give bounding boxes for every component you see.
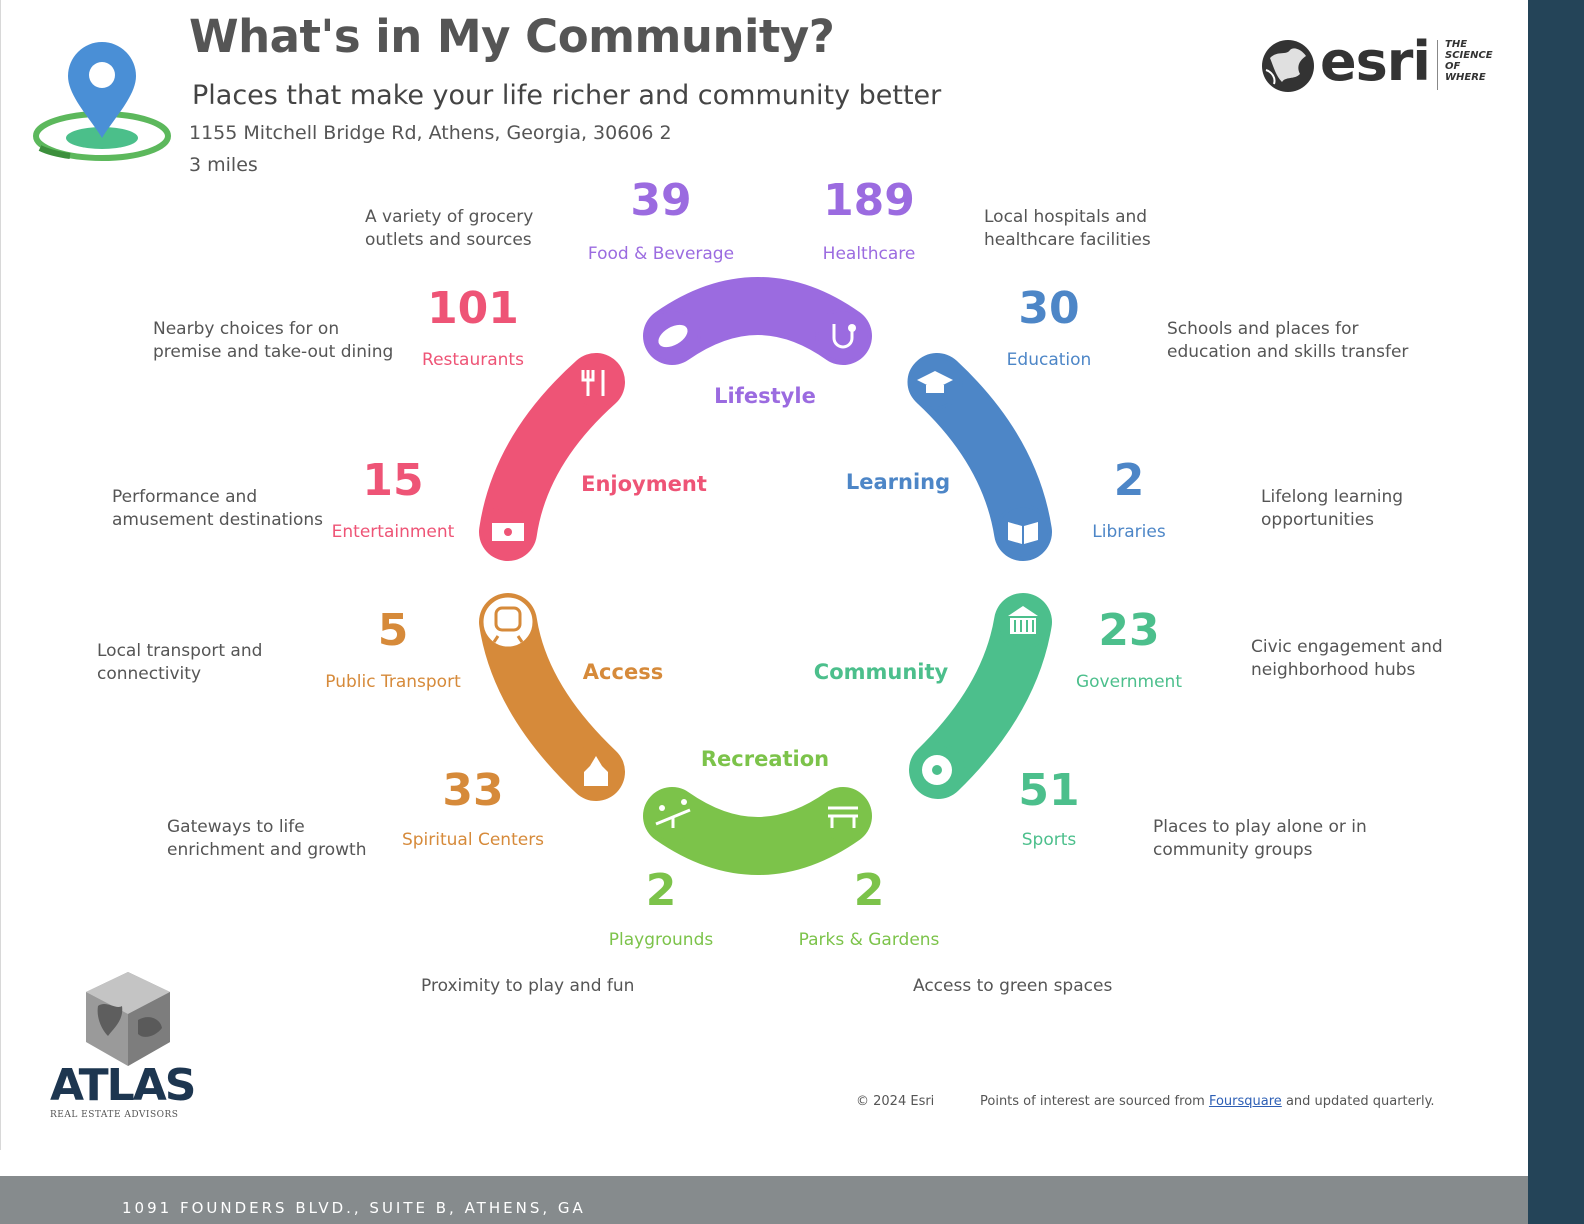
sports-count: 51 [1018, 765, 1080, 816]
stethoscope-icon [815, 308, 871, 364]
restaurants-count: 101 [427, 283, 519, 334]
seesaw-icon [645, 788, 701, 844]
libraries-label: Libraries [1092, 522, 1166, 542]
train-icon [480, 594, 536, 650]
parks-label: Parks & Gardens [798, 930, 940, 950]
entertainment-desc: Performance and amusement destinations [112, 487, 324, 530]
parks-desc: Access to green spaces [913, 976, 1113, 996]
parks-count: 2 [853, 865, 885, 916]
right-sidebar-band [1528, 0, 1584, 1224]
page-title: What's in My Community? [189, 10, 835, 63]
spiritual-count: 33 [442, 765, 504, 816]
government-building-icon [995, 594, 1051, 650]
group-learning: Learning [845, 470, 951, 494]
page-subtitle: Places that make your life richer and co… [192, 80, 942, 111]
food-label: Food & Beverage [587, 244, 735, 264]
group-access: Access [582, 660, 664, 684]
libraries-count: 2 [1113, 455, 1145, 506]
address-text: 1155 Mitchell Bridge Rd, Athens, Georgia… [189, 122, 672, 144]
esri-separator [1437, 40, 1438, 90]
healthcare-desc: Local hospitals and healthcare facilities [984, 207, 1151, 250]
footer-bar [0, 1176, 1528, 1224]
food-desc: A variety of grocery outlets and sources [365, 207, 534, 250]
graduation-cap-icon [907, 354, 963, 410]
transport-label: Public Transport [325, 672, 461, 692]
education-label: Education [1006, 350, 1092, 370]
education-desc: Schools and places for education and skil… [1167, 319, 1409, 362]
source-note: Points of interest are sourced from Four… [980, 1094, 1435, 1109]
healthcare-count: 189 [823, 175, 915, 226]
group-recreation: Recreation [700, 747, 830, 771]
spiritual-desc: Gateways to life enrichment and growth [167, 817, 367, 860]
government-desc: Civic engagement and neighborhood hubs [1251, 637, 1443, 680]
foursquare-link[interactable]: Foursquare [1208, 1094, 1282, 1109]
restaurants-desc: Nearby choices for on premise and take-ou… [153, 319, 394, 362]
fork-knife-icon [568, 354, 624, 410]
sports-label: Sports [1021, 830, 1077, 850]
esri-tagline: THE SCIENCE OF WHERE [1445, 39, 1493, 83]
atlas-wordmark: ATLAS [50, 1060, 196, 1111]
playgrounds-count: 2 [645, 865, 677, 916]
entertainment-count: 15 [362, 455, 424, 506]
group-community: Community [813, 660, 949, 684]
footer-address: 1091 FOUNDERS BLVD., SUITE B, ATHENS, GA [122, 1199, 586, 1217]
ticket-icon [480, 504, 536, 560]
transport-count: 5 [377, 605, 409, 656]
libraries-desc: Lifelong learning opportunities [1261, 487, 1404, 530]
transport-desc: Local transport and connectivity [97, 641, 263, 684]
playgrounds-desc: Proximity to play and fun [421, 976, 635, 996]
food-count: 39 [630, 175, 692, 226]
bench-icon [815, 788, 871, 844]
spiritual-label: Spiritual Centers [401, 830, 545, 850]
page-left-border [0, 0, 1, 1150]
government-count: 23 [1098, 605, 1160, 656]
entertainment-label: Entertainment [331, 522, 455, 542]
esri-wordmark: esri [1320, 30, 1431, 93]
restaurants-label: Restaurants [422, 350, 524, 370]
soccer-ball-icon [909, 742, 965, 798]
healthcare-label: Healthcare [822, 244, 916, 264]
map-pin-logo-icon [33, 42, 171, 161]
church-icon [568, 744, 624, 800]
book-icon [995, 504, 1051, 560]
group-enjoyment: Enjoyment [581, 472, 707, 496]
government-label: Government [1075, 672, 1183, 692]
radius-text: 3 miles [189, 154, 258, 176]
group-lifestyle: Lifestyle [714, 384, 816, 408]
copyright-text: © 2024 Esri [856, 1094, 935, 1109]
globe-icon [1262, 40, 1314, 92]
education-count: 30 [1018, 283, 1080, 334]
atlas-subtitle: REAL ESTATE ADVISORS [50, 1110, 179, 1120]
bread-icon [645, 308, 701, 364]
atlas-logo: ATLAS REAL ESTATE ADVISORS [48, 970, 208, 1120]
sports-desc: Places to play alone or in community grou… [1153, 817, 1367, 860]
cube-globe-icon [86, 972, 170, 1066]
esri-logo: esri THE SCIENCE OF WHERE [1260, 30, 1510, 98]
playgrounds-label: Playgrounds [608, 930, 714, 950]
